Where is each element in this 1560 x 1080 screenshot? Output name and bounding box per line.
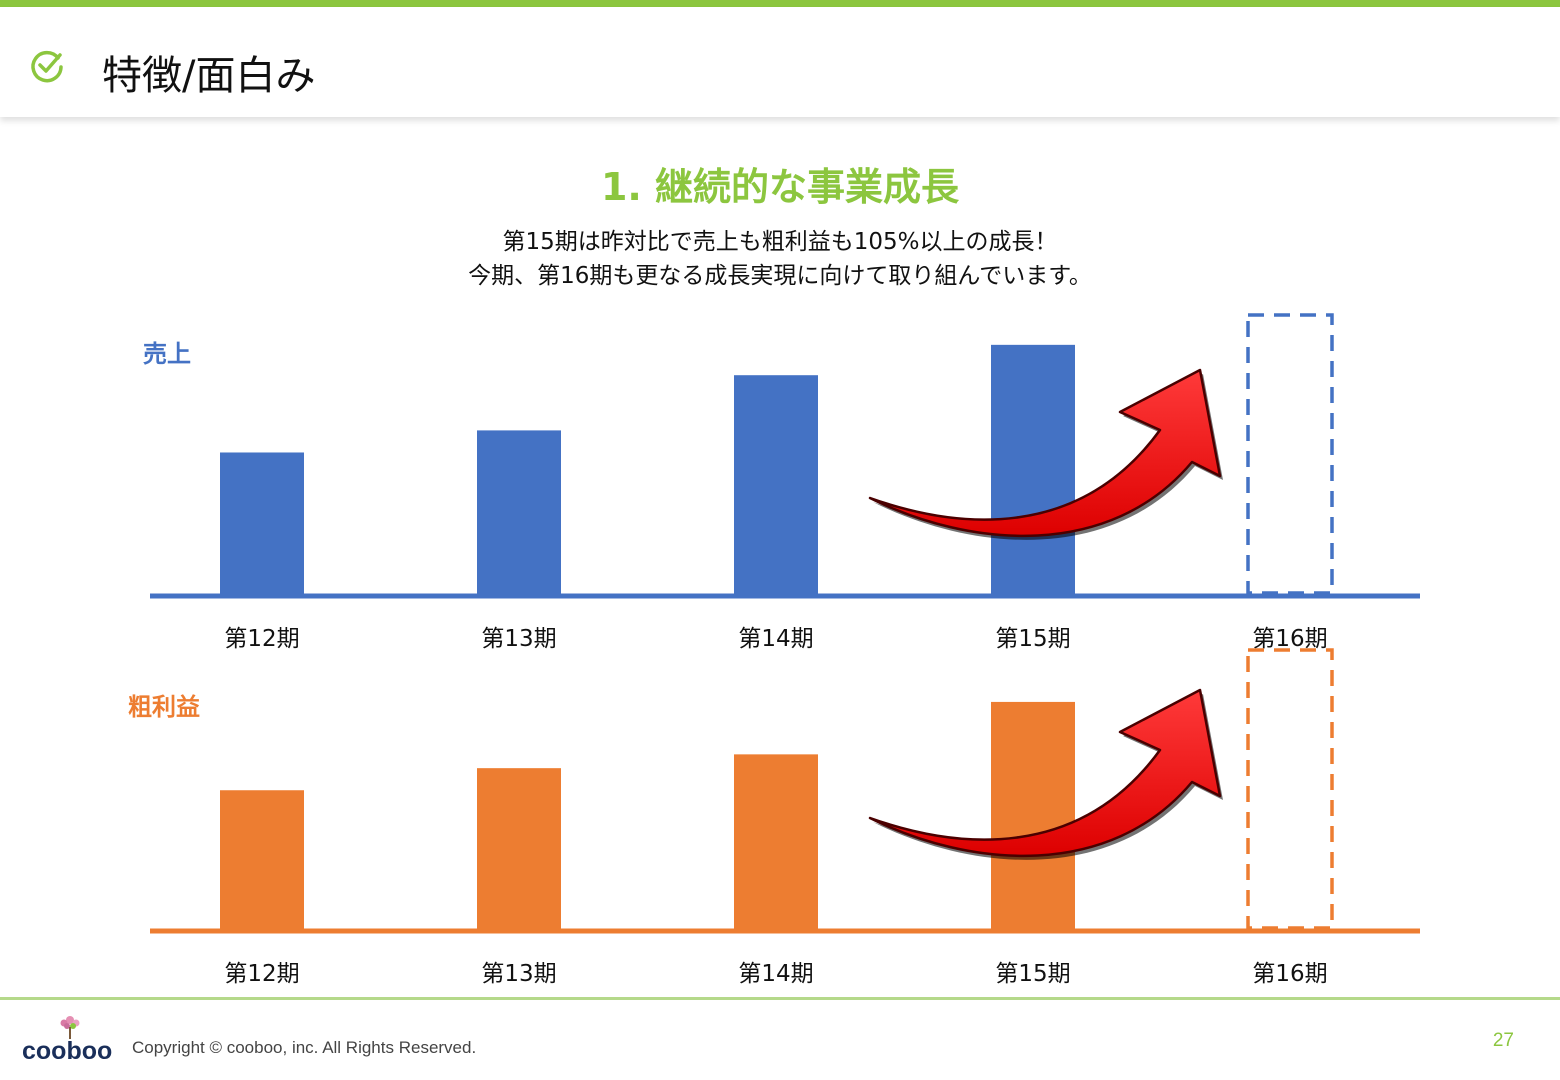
growth-arrow (868, 688, 1222, 858)
subtitle-line-1: 第15期は昨対比で売上も粗利益も105%以上の成長！ (502, 229, 1058, 255)
chart-title: 売上 (143, 340, 191, 368)
slide-header: 特徴/面白み (0, 7, 1560, 117)
x-tick-label: 第12期 (224, 961, 299, 987)
footer-divider (0, 997, 1560, 1000)
bar (991, 701, 1075, 931)
x-tick-label: 第13期 (481, 961, 556, 987)
x-tick-label: 第16期 (1252, 626, 1327, 652)
page-number: 27 (1492, 1030, 1514, 1051)
bar (220, 452, 304, 596)
chart-title: 粗利益 (128, 693, 200, 721)
bar (734, 375, 818, 596)
cooboo-logo: cooboo (22, 1016, 112, 1064)
bar (734, 754, 818, 931)
projected-bar-outline (1246, 648, 1334, 930)
bar (477, 430, 561, 596)
projected-bar-outline (1246, 313, 1334, 595)
x-tick-label: 第15期 (995, 961, 1070, 987)
copyright-text: Copyright © cooboo, inc. All Rights Rese… (132, 1038, 477, 1057)
x-tick-label: 第14期 (738, 626, 813, 652)
x-tick-label: 第16期 (1252, 961, 1327, 987)
bar (477, 768, 561, 931)
x-tick-label: 第14期 (738, 961, 813, 987)
x-tick-label: 第15期 (995, 626, 1070, 652)
top-accent-bar (0, 0, 1560, 7)
bar (991, 344, 1075, 596)
bar (220, 790, 304, 931)
section-title: 1. 継続的な事業成長 (600, 165, 960, 209)
x-tick-label: 第12期 (224, 626, 299, 652)
growth-arrow (868, 368, 1222, 538)
x-tick-label: 第13期 (481, 626, 556, 652)
slide-title: 特徴/面白み (102, 53, 316, 99)
check-circle-icon (31, 50, 63, 83)
svg-text:cooboo: cooboo (22, 1037, 112, 1064)
subtitle-line-2: 今期、第16期も更なる成長実現に向けて取り組んでいます。 (468, 263, 1092, 289)
